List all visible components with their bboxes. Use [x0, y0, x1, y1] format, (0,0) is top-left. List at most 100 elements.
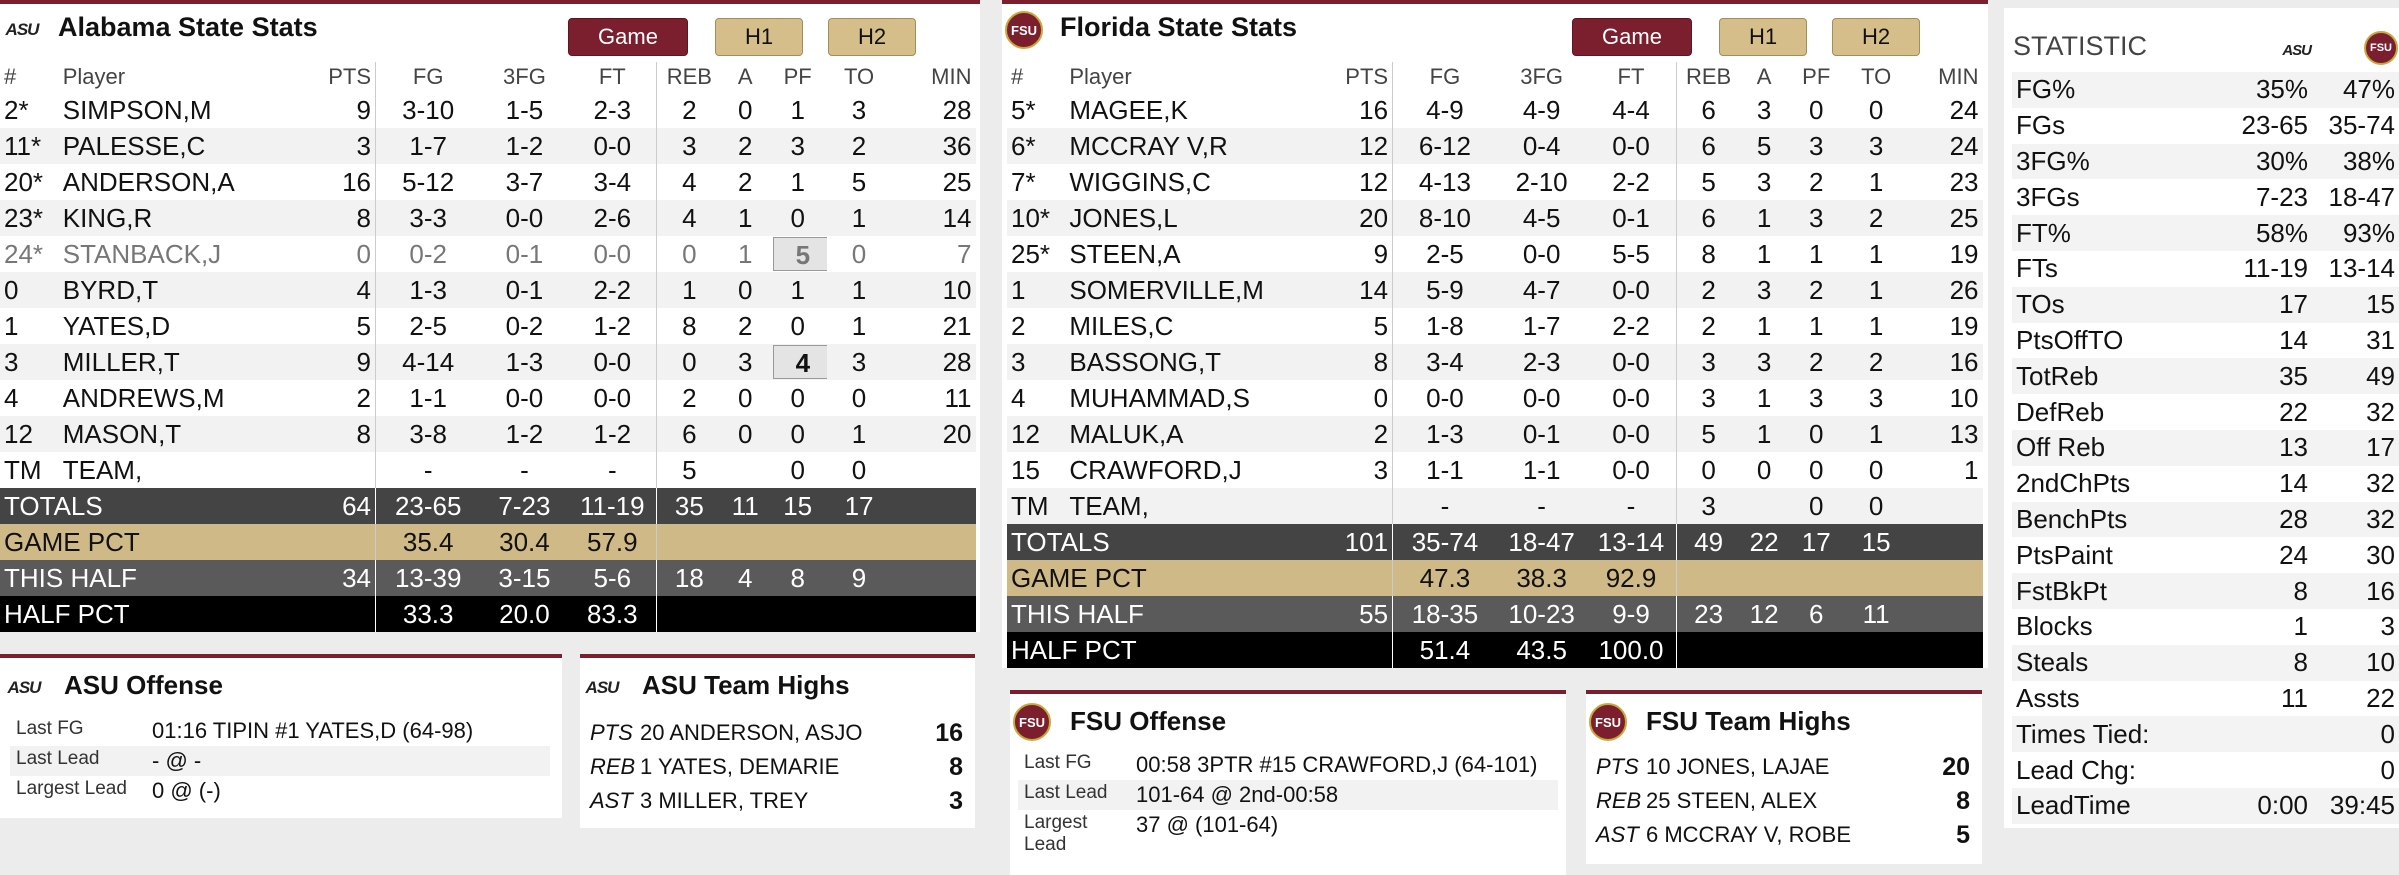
offense-label: Last Lead [1018, 780, 1130, 810]
table-row[interactable]: 25* STEEN,A 9 2-5 0-0 5-5 8 1 1 1 19 [1007, 236, 1983, 272]
summary-ft: 9-9 [1586, 596, 1677, 632]
cell-a: 0 [1756, 454, 1772, 485]
table-row[interactable]: 4 ANDREWS,M 2 1-1 0-0 0-0 2 0 0 0 11 [0, 380, 976, 416]
cell-min: 7 [957, 238, 972, 269]
column-header[interactable]: TO [1861, 64, 1892, 89]
summary-tfg: 18-47 [1496, 524, 1587, 560]
cell-num: 7* [1011, 166, 1036, 197]
high-category: AST [1596, 822, 1639, 847]
table-row[interactable]: 24* STANBACK,J 0 0-2 0-1 0-0 0 1 5 0 7 [0, 236, 976, 272]
column-header[interactable]: PF [1802, 64, 1831, 89]
fsu-logo-icon: FSU [1588, 702, 1628, 742]
stat-name: DefReb [2016, 396, 2105, 427]
fsu-tab-game[interactable]: Game [1572, 18, 1692, 56]
summary-reb [656, 524, 722, 560]
column-header[interactable]: 3FG [1520, 64, 1564, 89]
cell-min: 24 [1949, 94, 1979, 125]
table-row[interactable]: 12 MASON,T 8 3-8 1-2 1-2 6 0 0 1 20 [0, 416, 976, 452]
column-header[interactable]: 3FG [503, 64, 546, 89]
asu-highs-title: ASU Team Highs [642, 670, 850, 700]
summary-label: HALF PCT [1007, 632, 1306, 668]
column-header[interactable]: A [1756, 64, 1772, 89]
table-row[interactable]: 0 BYRD,T 4 1-3 0-1 2-2 1 0 1 1 10 [0, 272, 976, 308]
column-header[interactable]: MIN [1938, 64, 1979, 89]
table-row[interactable]: 5* MAGEE,K 16 4-9 4-9 4-4 6 3 0 0 24 [1007, 92, 1983, 128]
cell-to: 0 [1868, 94, 1884, 125]
table-row[interactable]: 15 CRAWFORD,J 3 1-1 1-1 0-0 0 0 0 0 1 [1007, 452, 1983, 488]
high-value: 16 [935, 718, 963, 747]
cell-a: 1 [1756, 382, 1772, 413]
column-header[interactable]: # [4, 64, 17, 89]
asu-stat-value: 28 [2212, 501, 2312, 538]
fsu-tab-h2[interactable]: H2 [1832, 18, 1920, 56]
summary-min [891, 488, 976, 524]
cell-pts: 9 [299, 344, 376, 380]
cell-ft: 4-4 [1612, 94, 1650, 125]
stat-name: LeadTime [2012, 787, 2212, 824]
column-header[interactable]: FG [1392, 62, 1497, 92]
cell-reb: 2 [656, 380, 722, 416]
column-header[interactable]: A [737, 64, 753, 89]
column-header[interactable]: FT [598, 64, 626, 89]
table-row[interactable]: TM TEAM, - - -3 0 0 [1007, 488, 1983, 524]
column-header[interactable]: Player [1069, 64, 1132, 89]
column-header[interactable]: REB [656, 62, 722, 92]
cell-reb: 3 [656, 128, 722, 164]
table-row[interactable]: TM TEAM, - - - 5 0 0 [0, 452, 976, 488]
comparison-header-row: STATISTIC ASU FSU [2012, 20, 2399, 72]
summary-tfg: 43.5 [1496, 632, 1587, 668]
table-row[interactable]: 7* WIGGINS,C 12 4-13 2-10 2-2 5 3 2 1 23 [1007, 164, 1983, 200]
column-header[interactable]: MIN [931, 64, 972, 89]
high-value: 5 [1956, 820, 1970, 849]
cell-pts: 9 [1373, 238, 1389, 269]
cell-tfg: 4-7 [1496, 272, 1587, 308]
cell-to: 1 [1844, 416, 1908, 452]
column-header[interactable]: # [1011, 64, 1024, 89]
table-row[interactable]: 1 SOMERVILLE,M 14 5-9 4-7 0-0 2 3 2 1 26 [1007, 272, 1983, 308]
column-header[interactable]: REB [1675, 62, 1741, 92]
cell-num: 4 [1011, 382, 1026, 413]
cell-tfg: - [520, 454, 529, 485]
cell-a: 3 [1756, 166, 1772, 197]
table-row[interactable]: 4 MUHAMMAD,S 0 0-0 0-0 0-0 3 1 3 3 10 [1007, 380, 1983, 416]
summary-a [721, 596, 769, 632]
column-header[interactable]: PF [783, 64, 812, 89]
fsu-tab-h1[interactable]: H1 [1719, 18, 1807, 56]
table-row[interactable]: 2* SIMPSON,M 9 3-10 1-5 2-3 2 0 1 3 28 [0, 92, 976, 128]
summary-pf: 17 [1787, 524, 1845, 560]
table-row[interactable]: 10* JONES,L 20 8-10 4-5 0-1 6 1 3 2 25 [1007, 200, 1983, 236]
column-header[interactable]: PTS [328, 64, 371, 89]
column-header[interactable]: Player [62, 64, 126, 89]
stat-name: Assts [2016, 682, 2080, 713]
column-header[interactable]: FG [375, 62, 481, 92]
asu-tab-game[interactable]: Game [568, 18, 688, 56]
asu-tab-h1[interactable]: H1 [715, 18, 803, 56]
table-row[interactable]: 20* ANDERSON,A 16 5-12 3-7 3-4 4 2 1 5 25 [0, 164, 976, 200]
summary-pf [1787, 560, 1845, 596]
column-header[interactable]: PTS [1345, 64, 1389, 89]
table-row[interactable]: 1 YATES,D 5 2-5 0-2 1-2 8 2 0 1 21 [0, 308, 976, 344]
table-row[interactable]: 2 MILES,C 5 1-8 1-7 2-2 2 1 1 1 19 [1007, 308, 1983, 344]
table-row[interactable]: 23* KING,R 8 3-3 0-0 2-6 4 1 0 1 14 [0, 200, 976, 236]
cell-pf: 0 [1787, 416, 1845, 452]
table-row[interactable]: 6* MCCRAY V,R 12 6-12 0-4 0-0 6 5 3 3 24 [1007, 128, 1983, 164]
cell-fg: 2-5 [375, 308, 481, 344]
summary-pf: 6 [1787, 596, 1845, 632]
fsu-stat-value: 0 [2312, 716, 2399, 753]
offense-value: 37 @ (101-64) [1136, 812, 1279, 837]
column-header[interactable]: FT [1617, 64, 1645, 89]
table-row[interactable]: 12 MALUK,A 2 1-3 0-1 0-0 5 1 0 1 13 [1007, 416, 1983, 452]
table-row[interactable]: 11* PALESSE,C 3 1-7 1-2 0-0 3 2 3 2 36 [0, 128, 976, 164]
cell-min: 23 [1949, 166, 1979, 197]
high-player: 25 STEEN, ALEX [1646, 788, 1818, 813]
cell-ft: 0-0 [1612, 454, 1650, 485]
fsu-stat-value: 31 [2366, 324, 2395, 355]
asu-tab-h2[interactable]: H2 [828, 18, 916, 56]
cell-reb: 2 [1675, 308, 1741, 344]
cell-a: 0 [738, 94, 753, 125]
cell-name: BYRD,T [58, 272, 300, 308]
table-row[interactable]: 3 BASSONG,T 8 3-4 2-3 0-0 3 3 2 2 16 [1007, 344, 1983, 380]
table-row[interactable]: 3 MILLER,T 9 4-14 1-3 0-0 0 3 4 3 28 [0, 344, 976, 380]
asu-stat-value: 11 [2281, 682, 2308, 713]
column-header[interactable]: TO [843, 64, 875, 89]
